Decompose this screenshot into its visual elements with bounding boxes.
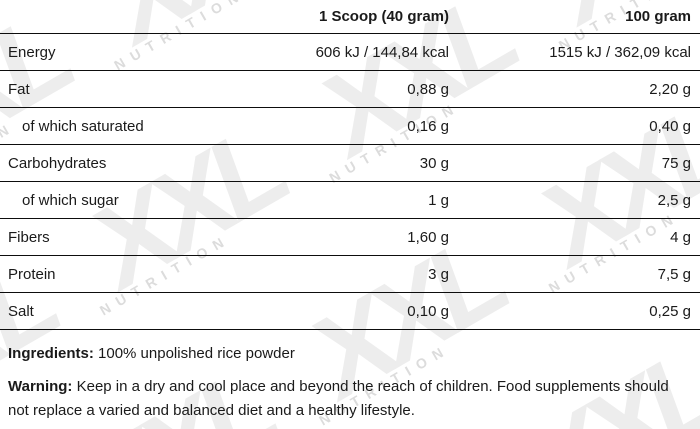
row-value-100g: 2,20 g — [649, 80, 691, 98]
table-row-fibers: Fibers 1,60 g 4 g — [0, 219, 700, 256]
table-row-fat: Fat 0,88 g 2,20 g — [0, 71, 700, 108]
table-row-salt: Salt 0,10 g 0,25 g — [0, 293, 700, 330]
nutrition-table: 1 Scoop (40 gram) 100 gram Energy 606 kJ… — [0, 0, 700, 330]
row-value-scoop: 1 g — [428, 191, 449, 209]
warning-label: Warning: — [8, 378, 73, 395]
row-value-scoop: 3 g — [428, 265, 449, 283]
row-value-100g: 7,5 g — [657, 265, 691, 283]
row-value-100g: 4 g — [670, 228, 691, 246]
row-label: of which saturated — [22, 117, 144, 135]
row-value-scoop: 0,16 g — [407, 117, 449, 135]
table-header-row: 1 Scoop (40 gram) 100 gram — [0, 0, 700, 34]
row-value-100g: 1515 kJ / 362,09 kcal — [549, 43, 691, 61]
row-value-100g: 0,40 g — [649, 117, 691, 135]
row-value-scoop: 1,60 g — [407, 228, 449, 246]
row-label: Fibers — [8, 228, 50, 246]
row-value-100g: 2,5 g — [657, 191, 691, 209]
row-label: Energy — [8, 43, 56, 61]
row-value-scoop: 0,10 g — [407, 302, 449, 320]
column-header-scoop: 1 Scoop (40 gram) — [318, 8, 449, 25]
row-label: Carbohydrates — [8, 154, 107, 172]
row-value-100g: 0,25 g — [649, 302, 691, 320]
table-row-saturated-fat: of which saturated 0,16 g 0,40 g — [0, 108, 700, 145]
warning-text: Keep in a dry and cool place and beyond … — [8, 378, 669, 419]
table-row-energy: Energy 606 kJ / 144,84 kcal 1515 kJ / 36… — [0, 34, 700, 71]
row-label: Fat — [8, 80, 30, 98]
footnotes: Ingredients: 100% unpolished rice powder… — [0, 330, 700, 423]
row-value-scoop: 30 g — [419, 154, 449, 172]
ingredients-text: 100% unpolished rice powder — [98, 345, 295, 362]
ingredients-label: Ingredients: — [8, 345, 94, 362]
warning-line: Warning: Keep in a dry and cool place an… — [8, 375, 670, 423]
table-row-carbohydrates: Carbohydrates 30 g 75 g — [0, 145, 700, 182]
row-value-scoop: 0,88 g — [407, 80, 449, 98]
row-label: Protein — [8, 265, 56, 283]
ingredients-line: Ingredients: 100% unpolished rice powder — [8, 342, 670, 366]
table-row-sugar: of which sugar 1 g 2,5 g — [0, 182, 700, 219]
row-value-scoop: 606 kJ / 144,84 kcal — [315, 43, 449, 61]
row-label: of which sugar — [22, 191, 119, 209]
row-value-100g: 75 g — [661, 154, 691, 172]
row-label: Salt — [8, 302, 34, 320]
table-row-protein: Protein 3 g 7,5 g — [0, 256, 700, 293]
column-header-100g: 100 gram — [625, 8, 691, 25]
